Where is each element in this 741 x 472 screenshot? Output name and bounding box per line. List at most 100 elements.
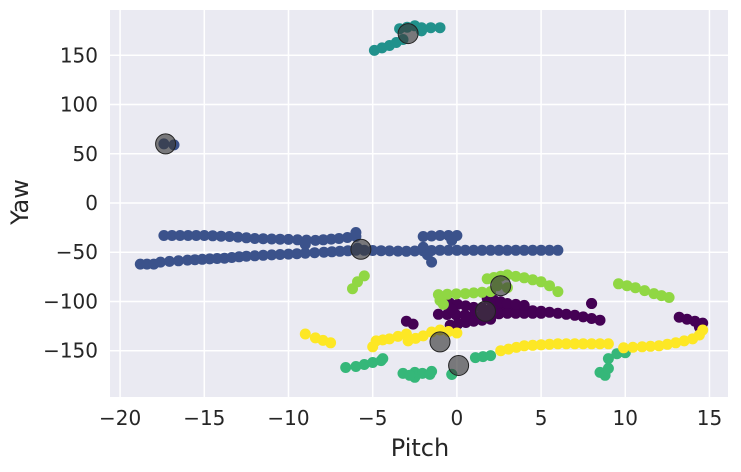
scatter-point	[535, 307, 547, 319]
x-tick-label: 0	[451, 406, 464, 430]
scatter-point	[636, 341, 648, 353]
scatter-point	[283, 233, 294, 245]
scatter-point	[518, 340, 530, 352]
scatter-point	[602, 338, 614, 350]
scatter-point	[661, 338, 673, 350]
scatter-point	[527, 339, 539, 351]
scatter-point	[266, 249, 278, 261]
scatter-point	[198, 230, 210, 241]
scatter-point	[350, 361, 362, 372]
cluster-centers	[155, 23, 512, 376]
scatter-point	[434, 230, 446, 241]
scatter-point	[274, 233, 286, 245]
scatter-point	[476, 286, 488, 298]
scatter-point	[459, 288, 471, 300]
scatter-point	[586, 313, 598, 324]
scatter-point	[318, 246, 330, 258]
scatter-point	[621, 280, 633, 292]
scatter-point	[485, 350, 497, 362]
scatter-point	[400, 245, 412, 257]
scatter-point	[299, 328, 311, 340]
scatter-point	[544, 280, 555, 292]
scatter-point	[164, 255, 175, 267]
scatter-point	[518, 307, 530, 319]
scatter-point	[437, 298, 449, 310]
x-tick-label: −10	[267, 406, 309, 430]
scatter-point	[377, 353, 389, 365]
scatter-point	[560, 338, 572, 350]
cluster-center	[448, 355, 470, 376]
scatter-point	[510, 298, 522, 310]
cluster-center	[429, 331, 451, 353]
scatter-point	[446, 234, 458, 246]
scatter-point	[409, 245, 421, 257]
y-tick-label: −150	[43, 339, 98, 363]
scatter-point	[527, 274, 539, 286]
x-tick-label: 5	[535, 406, 548, 430]
scatter-point	[240, 250, 252, 262]
cluster-center	[490, 275, 512, 297]
scatter-point	[476, 244, 488, 256]
scatter-point	[341, 232, 353, 243]
scatter-point	[384, 333, 395, 345]
scatter-point	[174, 230, 186, 241]
scatter-point	[577, 311, 589, 323]
scatter-point	[434, 22, 446, 34]
scatter-point	[468, 287, 480, 299]
scatter-point	[426, 230, 438, 242]
scatter-point	[443, 244, 454, 256]
scatter-point	[629, 282, 641, 294]
y-tick-label: 0	[85, 191, 98, 215]
scatter-point	[602, 353, 614, 365]
scatter-point	[493, 244, 505, 256]
scatter-point	[518, 244, 530, 256]
scatter-point	[384, 245, 395, 257]
scatter-point	[407, 318, 419, 330]
scatter-point	[602, 362, 614, 374]
scatter-point	[653, 340, 665, 352]
scatter-point	[544, 244, 555, 256]
scatter-point	[333, 233, 345, 244]
scatter-point	[299, 247, 311, 259]
scatter-point	[450, 288, 462, 300]
scatter-point	[594, 338, 606, 350]
scatter-point	[309, 247, 321, 259]
x-tick-label: 10	[613, 406, 638, 430]
scatter-point	[552, 307, 564, 319]
scatter-point	[274, 249, 286, 260]
scatter-point	[518, 299, 530, 311]
y-tick-label: −50	[56, 240, 98, 264]
y-tick-label: 100	[60, 93, 98, 117]
scatter-point	[155, 256, 166, 268]
scatter-point	[510, 270, 522, 282]
scatter-point	[468, 315, 480, 327]
scatter-point	[441, 288, 453, 300]
scatter-point	[299, 238, 311, 250]
y-tick-label: −100	[43, 289, 98, 313]
scatter-point	[552, 286, 564, 298]
scatter-point	[266, 233, 278, 245]
cluster-center	[475, 300, 496, 322]
scatter-point	[510, 244, 522, 256]
scatter-point	[375, 245, 387, 257]
scatter-point	[173, 255, 184, 267]
scatter-point	[446, 303, 458, 315]
scatter-point	[459, 244, 471, 256]
scatter-point	[613, 278, 624, 290]
y-tick-label: 50	[73, 142, 98, 166]
scatter-point	[639, 285, 651, 297]
scatter-point	[577, 338, 589, 350]
scatter-point	[535, 276, 547, 288]
scatter-point	[518, 272, 530, 284]
scatter-point	[326, 246, 338, 258]
scatter-point	[182, 230, 194, 241]
scatter-point	[232, 231, 244, 243]
scatter-point	[468, 244, 480, 256]
scatter-point	[367, 357, 379, 368]
scatter-point	[451, 327, 463, 339]
scatter-point	[291, 248, 303, 260]
scatter-point	[594, 314, 606, 326]
scatter-point	[552, 338, 564, 350]
y-axis-label: Yaw	[6, 179, 34, 226]
